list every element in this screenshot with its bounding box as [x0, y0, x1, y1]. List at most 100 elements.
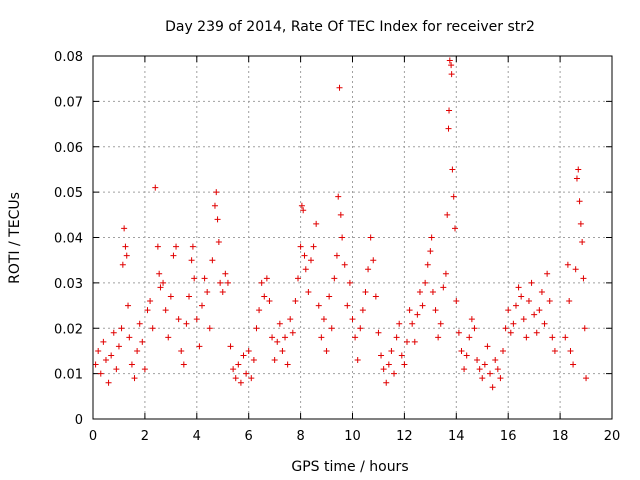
- data-point: [193, 316, 200, 323]
- data-point: [577, 220, 584, 227]
- data-point: [365, 266, 372, 273]
- data-point: [579, 239, 586, 246]
- data-point: [349, 316, 356, 323]
- data-point: [186, 293, 193, 300]
- data-point: [284, 361, 291, 368]
- data-point: [570, 361, 577, 368]
- data-point: [102, 357, 109, 364]
- data-point: [393, 334, 400, 341]
- data-point: [567, 347, 574, 354]
- data-point: [258, 279, 265, 286]
- data-point: [215, 239, 222, 246]
- data-point: [398, 352, 405, 359]
- data-point: [180, 361, 187, 368]
- data-point: [367, 234, 374, 241]
- data-point: [354, 357, 361, 364]
- data-point: [310, 243, 317, 250]
- data-point: [323, 347, 330, 354]
- data-point: [335, 193, 342, 200]
- data-point: [422, 279, 429, 286]
- data-point: [481, 361, 488, 368]
- y-tick-label: 0.02: [54, 322, 83, 337]
- data-point: [510, 320, 517, 327]
- data-point: [572, 266, 579, 273]
- data-point: [401, 361, 408, 368]
- data-point: [119, 261, 126, 268]
- data-point: [523, 334, 530, 341]
- data-point: [489, 384, 496, 391]
- x-tick-label: 16: [500, 429, 517, 444]
- data-point: [305, 288, 312, 295]
- data-point: [484, 343, 491, 350]
- data-point: [235, 361, 242, 368]
- data-point: [520, 316, 527, 323]
- data-point: [206, 325, 213, 332]
- data-point: [209, 257, 216, 264]
- data-point: [126, 334, 133, 341]
- data-point: [287, 316, 294, 323]
- data-point: [276, 320, 283, 327]
- data-point: [500, 347, 507, 354]
- data-point: [536, 307, 543, 314]
- data-point: [113, 366, 120, 373]
- chart-title: Day 239 of 2014, Rate Of TEC Index for r…: [165, 19, 535, 35]
- data-point: [213, 189, 220, 196]
- data-point: [128, 361, 135, 368]
- data-point: [492, 357, 499, 364]
- x-tick-label: 18: [552, 429, 569, 444]
- data-points: [92, 57, 590, 391]
- data-point: [274, 338, 281, 345]
- data-point: [341, 261, 348, 268]
- x-tick-label: 4: [193, 429, 201, 444]
- data-point: [240, 352, 247, 359]
- data-point: [248, 375, 255, 382]
- data-point: [346, 279, 353, 286]
- data-point: [442, 270, 449, 277]
- data-point: [437, 320, 444, 327]
- data-point: [427, 248, 434, 255]
- data-point: [201, 275, 208, 282]
- y-tick-label: 0.01: [54, 368, 83, 383]
- data-point: [295, 275, 302, 282]
- data-point: [211, 202, 218, 209]
- data-point: [170, 252, 177, 259]
- data-point: [414, 311, 421, 318]
- data-point: [253, 325, 260, 332]
- data-point: [156, 270, 163, 277]
- data-point: [396, 320, 403, 327]
- data-point: [298, 202, 305, 209]
- data-point: [139, 338, 146, 345]
- data-point: [222, 270, 229, 277]
- data-point: [315, 302, 322, 309]
- data-point: [326, 293, 333, 300]
- data-point: [576, 198, 583, 205]
- data-point: [136, 320, 143, 327]
- data-point: [409, 320, 416, 327]
- data-point: [391, 370, 398, 377]
- data-point: [263, 275, 270, 282]
- data-point: [450, 193, 457, 200]
- data-point: [313, 220, 320, 227]
- y-axis-label: ROTI / TECUs: [7, 192, 23, 284]
- data-point: [419, 302, 426, 309]
- data-point: [301, 252, 308, 259]
- data-point: [380, 366, 387, 373]
- data-point: [474, 357, 481, 364]
- data-point: [357, 325, 364, 332]
- data-point: [375, 329, 382, 336]
- data-point: [463, 352, 470, 359]
- data-point: [227, 343, 234, 350]
- data-point: [344, 302, 351, 309]
- data-point: [383, 379, 390, 386]
- data-point: [337, 211, 344, 218]
- data-point: [444, 211, 451, 218]
- data-point: [144, 307, 151, 314]
- data-point: [533, 329, 540, 336]
- data-point: [416, 288, 423, 295]
- y-tick-label: 0: [75, 413, 83, 428]
- data-point: [372, 293, 379, 300]
- data-point: [269, 334, 276, 341]
- data-point: [583, 375, 590, 382]
- data-point: [297, 243, 304, 250]
- data-point: [331, 275, 338, 282]
